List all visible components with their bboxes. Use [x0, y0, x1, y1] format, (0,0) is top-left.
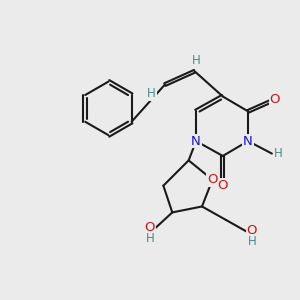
Text: O: O — [207, 173, 218, 186]
Text: O: O — [145, 221, 155, 234]
Text: N: N — [243, 135, 253, 148]
Text: O: O — [247, 224, 257, 237]
Text: N: N — [191, 135, 201, 148]
Text: H: H — [147, 87, 156, 100]
Text: H: H — [146, 232, 154, 245]
Text: H: H — [248, 235, 256, 248]
Text: H: H — [273, 147, 282, 160]
Text: O: O — [218, 179, 228, 192]
Text: O: O — [270, 93, 280, 106]
Text: H: H — [192, 54, 200, 67]
